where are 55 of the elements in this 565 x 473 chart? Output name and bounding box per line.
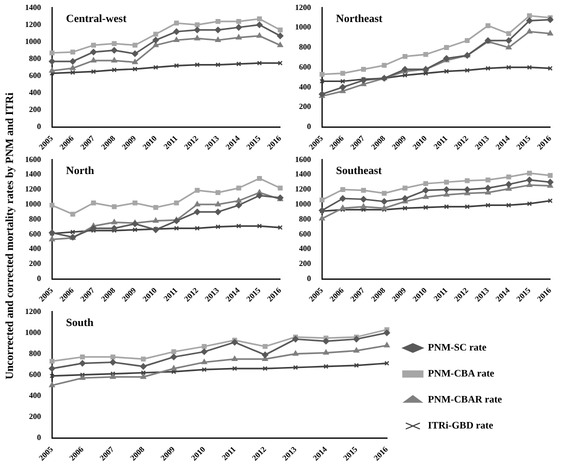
y-tick-label: 0: [37, 274, 41, 283]
y-tick-label: 1600: [25, 154, 41, 164]
y-tick-label: 600: [299, 62, 311, 72]
y-tick-label: 1000: [25, 36, 41, 46]
x-tick-label: 2011: [162, 134, 180, 152]
x-tick-label: 2011: [220, 444, 238, 462]
y-tick-label: 400: [299, 82, 311, 92]
y-tick-label: 1400: [295, 170, 311, 179]
y-tick-label: 800: [299, 42, 311, 52]
y-tick-label: 1000: [295, 22, 311, 32]
y-tick-label: 0: [307, 122, 311, 131]
y-tick-label: 1200: [25, 20, 41, 29]
y-tick-label: 800: [299, 214, 311, 224]
y-tick-label: 800: [29, 214, 41, 224]
y-tick-label: 200: [29, 259, 41, 268]
x-tick-label: 2011: [162, 286, 180, 304]
text: South: [66, 317, 94, 330]
y-tick-label: 1000: [25, 200, 41, 209]
x-tick-label: 2011: [432, 134, 450, 152]
y-tick-label: 400: [29, 244, 41, 254]
y-tick-label: 200: [299, 102, 311, 112]
legend-label: PNM-CBA rate: [428, 368, 495, 380]
y-tick-label: 1000: [25, 328, 41, 337]
y-tick-label: 0: [37, 432, 41, 442]
x-tick-label: 2011: [432, 286, 450, 304]
y-tick-label: 1200: [295, 184, 311, 194]
y-tick-label: 1000: [295, 200, 311, 209]
y-tick-label: 400: [29, 88, 41, 97]
y-tick-label: 200: [29, 104, 41, 114]
y-tick-label: 800: [29, 54, 41, 63]
y-tick-label: 600: [29, 370, 41, 379]
y-tick-label: 1600: [295, 154, 311, 164]
text: Northeast: [336, 13, 383, 26]
y-tick-label: 0: [307, 274, 311, 283]
y-tick-label: 400: [299, 244, 311, 254]
text: Southeast: [336, 165, 382, 178]
y-tick-label: 1400: [25, 2, 41, 12]
y-tick-label: 1200: [25, 184, 41, 194]
y-tick-label: 600: [299, 229, 311, 238]
text: North: [66, 165, 94, 178]
y-tick-label: 600: [29, 70, 41, 80]
y-tick-label: 1200: [295, 2, 311, 12]
y-tick-label: 200: [29, 412, 41, 421]
y-tick-label: 800: [29, 348, 41, 358]
y-tick-label: 1400: [25, 170, 41, 179]
y-tick-label: 600: [29, 229, 41, 238]
y-tick-label: 400: [29, 390, 41, 400]
y-tick-label: 200: [299, 259, 311, 268]
legend-label: PNM-SC rate: [428, 342, 488, 354]
legend-label: PNM-CBAR rate: [428, 394, 503, 406]
text: Central-west: [66, 13, 127, 26]
y-tick-label: 0: [37, 122, 41, 131]
y-axis-title: Uncorrected and corrected mortality rates by PNM and ITRi: [4, 92, 16, 380]
y-tick-label: 1200: [25, 306, 41, 316]
legend-label: ITRi-GBD rate: [428, 420, 494, 432]
